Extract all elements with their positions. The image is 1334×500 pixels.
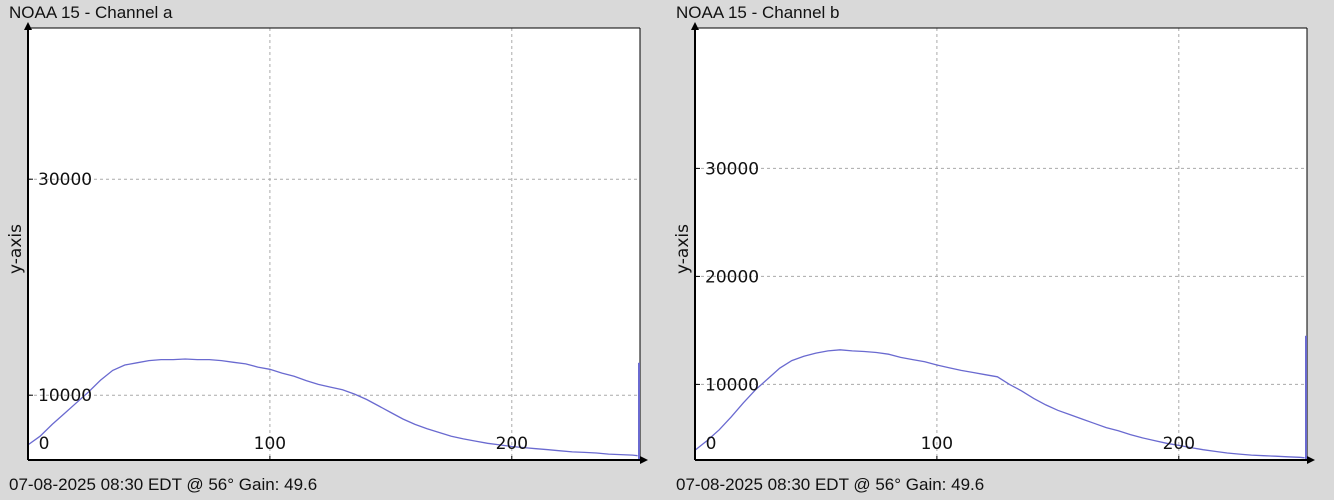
y-tick-label: 10000 <box>705 375 759 395</box>
y-axis-arrow <box>24 22 32 30</box>
x-axis-arrow <box>640 456 648 464</box>
y-tick-label: 30000 <box>705 159 759 179</box>
plot-area <box>695 28 1307 460</box>
y-tick-label: 10000 <box>38 386 92 406</box>
x-tick-label: 200 <box>1163 434 1195 454</box>
chart-title: NOAA 15 - Channel b <box>676 3 840 22</box>
chart-panel-a: NOAA 15 - Channel a 0 100 200 10000 30000 y-a… <box>6 3 648 494</box>
chart-panel-b: NOAA 15 - Channel b 0 100 200 10000 20000 300… <box>667 0 1334 500</box>
y-axis-label: y-axis <box>6 224 26 274</box>
x-tick-label: 200 <box>496 434 528 454</box>
y-axis-label: y-axis <box>673 224 693 274</box>
series-line <box>27 358 638 457</box>
x-tick-label: 100 <box>921 434 953 454</box>
chart-footer: 07-08-2025 08:30 EDT @ 56° Gain: 49.6 <box>9 475 318 494</box>
chart-plot: 0 100 200 10000 30000 y-axis <box>6 22 648 464</box>
y-tick-label: 20000 <box>705 267 759 287</box>
chart-title: NOAA 15 - Channel a <box>9 3 173 22</box>
x-tick-label: 100 <box>254 434 286 454</box>
x-tick-label: 0 <box>706 434 717 454</box>
y-axis-arrow <box>691 22 699 30</box>
y-tick-label: 30000 <box>38 170 92 190</box>
series-line <box>694 349 1305 459</box>
x-tick-label: 0 <box>39 434 50 454</box>
chart-plot: 0 100 200 10000 20000 30000 y-axis <box>673 22 1315 464</box>
x-axis-arrow <box>1307 456 1315 464</box>
chart-footer: 07-08-2025 08:30 EDT @ 56° Gain: 49.6 <box>676 475 985 494</box>
